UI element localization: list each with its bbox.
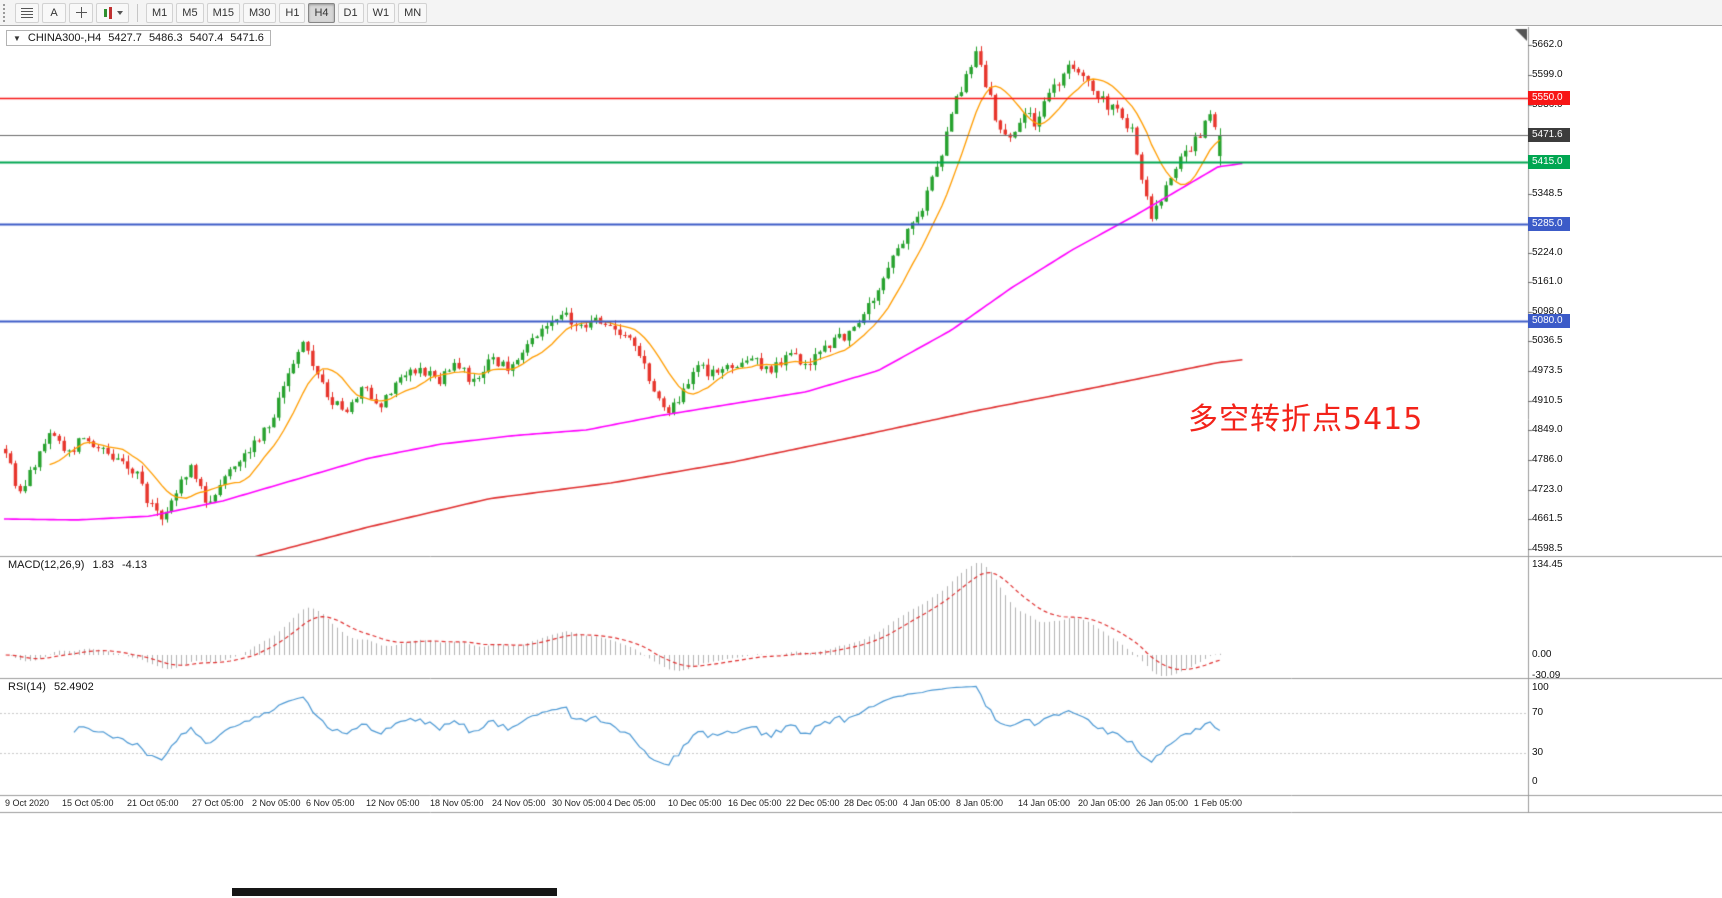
scrollbar-thumb[interactable] (232, 888, 557, 896)
time-axis-label: 14 Jan 05:00 (1018, 798, 1071, 808)
price-level-badge: 5471.6 (1528, 128, 1570, 142)
macd-axis-tick-label: 0.00 (1532, 649, 1552, 660)
rsi-axis-tick-label: 100 (1532, 682, 1549, 693)
ohlc-open: 5427.7 (108, 32, 142, 44)
time-axis-label: 15 Oct 05:00 (62, 798, 114, 808)
toolbar: A M1 M5 M15 M30 H1 H4 D1 W1 MN (0, 0, 1722, 26)
horizontal-scrollbar[interactable] (0, 884, 1722, 898)
price-axis-tick-label: 4598.5 (1532, 543, 1563, 554)
macd-axis-tick-label: -30.09 (1532, 670, 1561, 681)
chevron-down-icon (117, 10, 123, 15)
time-axis-label: 22 Dec 05:00 (786, 798, 840, 808)
price-axis-tick-label: 5599.0 (1532, 69, 1563, 80)
time-axis-label: 12 Nov 05:00 (366, 798, 420, 808)
time-axis-label: 26 Jan 05:00 (1136, 798, 1189, 808)
price-axis-tick-label: 4910.5 (1532, 395, 1563, 406)
time-axis-label: 1 Feb 05:00 (1194, 798, 1243, 808)
rsi-axis-tick-label: 70 (1532, 707, 1544, 718)
time-axis-label: 10 Dec 05:00 (668, 798, 722, 808)
rsi-axis-tick-label: 30 (1532, 747, 1544, 758)
rsi-name: RSI(14) (8, 681, 46, 693)
timeframe-m5-button[interactable]: M5 (176, 2, 204, 23)
symbol-label: CHINA300-,H4 (27, 32, 102, 44)
price-axis-tick-label: 5224.0 (1532, 247, 1563, 258)
time-axis-label: 4 Jan 05:00 (903, 798, 951, 808)
time-axis-label: 6 Nov 05:00 (306, 798, 355, 808)
time-axis-label: 18 Nov 05:00 (430, 798, 484, 808)
cursor-tool-button[interactable] (69, 2, 93, 23)
time-axis-label: 16 Dec 05:00 (728, 798, 782, 808)
price-level-badge: 5550.0 (1528, 91, 1570, 105)
ohlc-high: 5486.3 (148, 32, 183, 44)
collapse-arrow-icon[interactable]: ▼ (13, 33, 21, 43)
rsi-value: 52.4902 (53, 681, 94, 693)
time-axis-label: 8 Jan 05:00 (956, 798, 1004, 808)
ohlc-low: 5407.4 (189, 32, 224, 44)
price-level-badge: 5415.0 (1528, 155, 1570, 169)
timeframe-h1-button[interactable]: H1 (279, 2, 306, 23)
text-tool-label: A (50, 6, 58, 19)
toolbar-drag-handle[interactable] (3, 3, 8, 22)
macd-axis-tick-label: 134.45 (1532, 559, 1563, 570)
price-level-badge: 5080.0 (1528, 314, 1570, 328)
timeframe-mn-button[interactable]: MN (398, 2, 428, 23)
rsi-indicator-label: RSI(14) 52.4902 (6, 681, 101, 693)
timeframe-group: M1 M5 M15 M30 H1 H4 D1 W1 MN (146, 2, 428, 23)
chart-annotation-text[interactable]: 多空转折点5415 (1188, 402, 1424, 437)
price-axis-tick-label: 5348.5 (1532, 188, 1563, 199)
timeframe-m30-button[interactable]: M30 (242, 2, 277, 23)
price-axis-tick-label: 5036.5 (1532, 335, 1563, 346)
time-axis-label: 27 Oct 05:00 (192, 798, 244, 808)
timeframe-d1-button[interactable]: D1 (337, 2, 364, 23)
toolbar-separator (137, 3, 138, 22)
macd-name: MACD(12,26,9) (8, 559, 85, 571)
time-axis-label: 2 Nov 05:00 (252, 798, 301, 808)
time-axis-label: 20 Jan 05:00 (1078, 798, 1131, 808)
price-axis-tick-label: 5662.0 (1532, 39, 1563, 50)
price-axis-tick-label: 4723.0 (1532, 484, 1563, 495)
price-level-badge: 5285.0 (1528, 217, 1570, 231)
price-axis-tick-label: 4973.5 (1532, 365, 1563, 376)
chart-windows-button[interactable] (15, 2, 39, 23)
crosshair-icon (75, 7, 87, 18)
price-axis-tick-label: 5098.0 (1532, 306, 1563, 317)
price-axis-tick-label: 5161.0 (1532, 276, 1563, 287)
chart-header[interactable]: ▼ CHINA300-,H4 5427.7 5486.3 5407.4 5471… (6, 30, 271, 46)
rsi-axis-tick-label: 0 (1532, 776, 1538, 787)
indicator-icon (102, 6, 114, 19)
time-axis-label: 24 Nov 05:00 (492, 798, 546, 808)
price-axis-tick-label: 4849.0 (1532, 424, 1563, 435)
timeframe-m15-button[interactable]: M15 (206, 2, 240, 23)
time-axis-label: 21 Oct 05:00 (127, 798, 179, 808)
timeframe-m1-button[interactable]: M1 (146, 2, 174, 23)
indicators-button[interactable] (96, 2, 129, 23)
macd-value-signal: -4.13 (121, 559, 148, 571)
timeframe-w1-button[interactable]: W1 (366, 2, 396, 23)
list-icon (21, 7, 33, 18)
time-axis-label: 4 Dec 05:00 (607, 798, 656, 808)
macd-indicator-label: MACD(12,26,9) 1.83 -4.13 (6, 559, 155, 571)
timeframe-h4-button[interactable]: H4 (308, 2, 335, 23)
price-axis-tick-label: 4786.0 (1532, 454, 1563, 465)
text-tool-button[interactable]: A (42, 2, 66, 23)
time-axis-label: 28 Dec 05:00 (844, 798, 898, 808)
time-axis-label: 9 Oct 2020 (5, 798, 50, 808)
ohlc-close: 5471.6 (230, 32, 264, 44)
price-axis-tick-label: 4661.5 (1532, 513, 1563, 524)
macd-value-main: 1.83 (92, 559, 114, 571)
time-axis-label: 30 Nov 05:00 (552, 798, 606, 808)
